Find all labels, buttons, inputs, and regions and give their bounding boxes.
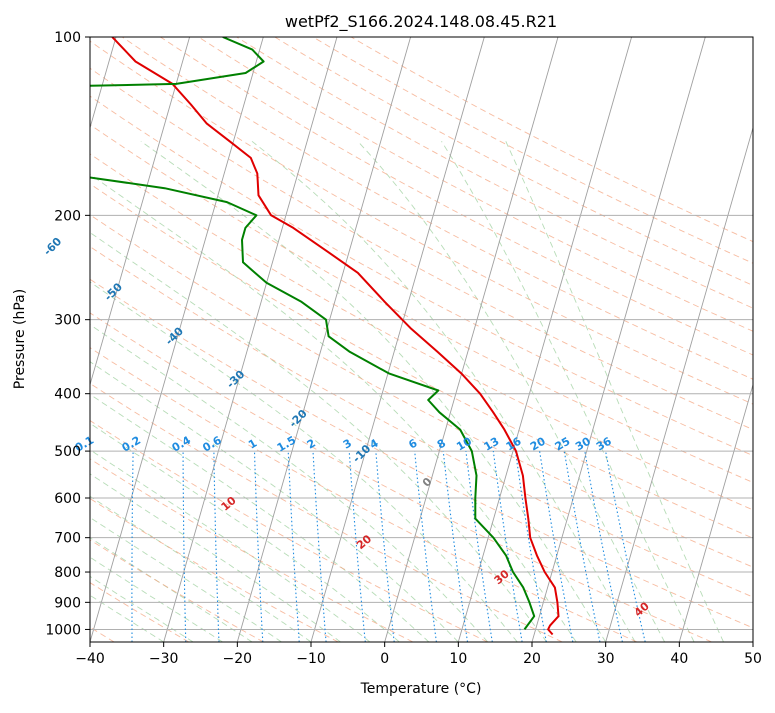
x-axis-title: Temperature (°C) xyxy=(360,681,482,697)
y-tick-label: 400 xyxy=(54,387,81,403)
x-tick-label: 40 xyxy=(670,651,688,667)
x-tick-label: −30 xyxy=(149,651,179,667)
y-tick-label: 700 xyxy=(54,531,81,547)
y-tick-label: 600 xyxy=(54,491,81,507)
y-tick-label: 200 xyxy=(54,208,81,224)
y-tick-label: 800 xyxy=(54,565,81,581)
x-tick-label: −20 xyxy=(223,651,253,667)
x-tick-label: 0 xyxy=(380,651,389,667)
y-tick-label: 1000 xyxy=(45,622,81,638)
y-tick-label: 500 xyxy=(54,444,81,460)
x-tick-label: −40 xyxy=(75,651,105,667)
x-tick-label: 50 xyxy=(744,651,762,667)
x-tick-label: −10 xyxy=(296,651,326,667)
x-tick-label: 20 xyxy=(523,651,541,667)
y-axis-title: Pressure (hPa) xyxy=(12,289,28,389)
chart-title: wetPf2_S166.2024.148.08.45.R21 xyxy=(285,12,557,32)
x-tick-label: 30 xyxy=(597,651,615,667)
x-tick-label: 10 xyxy=(449,651,467,667)
y-tick-label: 900 xyxy=(54,595,81,611)
y-tick-label: 100 xyxy=(54,30,81,46)
y-tick-label: 300 xyxy=(54,313,81,329)
